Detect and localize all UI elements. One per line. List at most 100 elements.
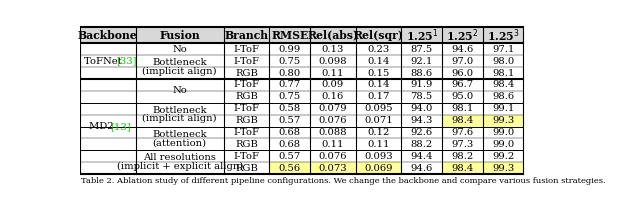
Text: 1.25$^3$: 1.25$^3$ [487, 27, 520, 43]
Text: Bottleneck: Bottleneck [152, 130, 207, 139]
Bar [356, 162, 401, 174]
Text: I-ToF: I-ToF [234, 57, 260, 66]
Text: All resolutions: All resolutions [143, 153, 216, 162]
Text: I-ToF: I-ToF [234, 104, 260, 113]
Text: 0.57: 0.57 [278, 116, 301, 125]
Text: (implicit align): (implicit align) [142, 67, 217, 76]
Text: 0.14: 0.14 [367, 57, 390, 66]
Text: 99.2: 99.2 [492, 152, 514, 161]
Text: 97.3: 97.3 [451, 140, 474, 149]
Text: 98.4: 98.4 [451, 116, 474, 125]
Text: 0.75: 0.75 [278, 57, 301, 66]
Text: 0.11: 0.11 [322, 68, 344, 78]
Text: 0.56: 0.56 [279, 163, 301, 173]
Bar [442, 162, 483, 174]
Text: 95.0: 95.0 [451, 92, 474, 101]
Text: 0.09: 0.09 [322, 80, 344, 89]
Text: 0.098: 0.098 [319, 57, 348, 66]
Text: ToFNet: ToFNet [84, 57, 125, 66]
Text: 98.2: 98.2 [451, 152, 474, 161]
Text: 98.1: 98.1 [451, 104, 474, 113]
Text: 0.68: 0.68 [279, 140, 301, 149]
Text: MD2: MD2 [89, 122, 116, 131]
Text: 0.12: 0.12 [367, 128, 390, 137]
Bar [442, 115, 483, 127]
Text: 91.9: 91.9 [410, 80, 433, 89]
Text: Backbone: Backbone [78, 30, 138, 41]
Text: 98.1: 98.1 [492, 68, 515, 78]
Text: 96.7: 96.7 [451, 80, 474, 89]
Text: I-ToF: I-ToF [234, 80, 260, 89]
Text: 97.1: 97.1 [492, 45, 515, 54]
Text: 94.4: 94.4 [410, 152, 433, 161]
Text: 98.0: 98.0 [492, 57, 514, 66]
Text: 87.5: 87.5 [411, 45, 433, 54]
Text: 99.0: 99.0 [492, 140, 514, 149]
Text: [13]: [13] [111, 122, 131, 131]
Text: RGB: RGB [236, 92, 258, 101]
Text: 92.1: 92.1 [410, 57, 433, 66]
Text: 96.0: 96.0 [451, 68, 474, 78]
Text: I-ToF: I-ToF [234, 45, 260, 54]
Bar [80, 27, 524, 43]
Text: [33]: [33] [116, 57, 136, 66]
Text: 99.3: 99.3 [492, 163, 514, 173]
Text: (attention): (attention) [152, 138, 207, 147]
Text: RMSE: RMSE [271, 30, 308, 41]
Text: Bottleneck: Bottleneck [152, 106, 207, 115]
Text: 88.6: 88.6 [411, 68, 433, 78]
Text: 0.80: 0.80 [278, 68, 301, 78]
Text: 98.4: 98.4 [451, 163, 474, 173]
Text: Rel(abs): Rel(abs) [307, 30, 358, 41]
Text: 0.75: 0.75 [278, 92, 301, 101]
Text: RGB: RGB [236, 140, 258, 149]
Text: 94.3: 94.3 [410, 116, 433, 125]
Text: Branch: Branch [225, 30, 269, 41]
Text: No: No [172, 86, 187, 95]
Text: 92.6: 92.6 [411, 128, 433, 137]
Text: 88.2: 88.2 [411, 140, 433, 149]
Text: 0.68: 0.68 [279, 128, 301, 137]
Text: 0.23: 0.23 [367, 45, 390, 54]
Text: 0.57: 0.57 [278, 152, 301, 161]
Text: RGB: RGB [236, 116, 258, 125]
Text: 99.0: 99.0 [492, 128, 514, 137]
Text: 1.25$^2$: 1.25$^2$ [446, 27, 479, 43]
Text: 0.11: 0.11 [367, 140, 390, 149]
Text: 0.071: 0.071 [364, 116, 393, 125]
Text: 99.1: 99.1 [492, 104, 515, 113]
Text: 0.15: 0.15 [367, 68, 390, 78]
Bar [483, 162, 524, 174]
Text: 94.0: 94.0 [410, 104, 433, 113]
Text: No: No [172, 45, 187, 54]
Text: Rel(sqr): Rel(sqr) [353, 30, 404, 41]
Text: (implicit + explicit align): (implicit + explicit align) [116, 162, 243, 171]
Text: 0.99: 0.99 [278, 45, 301, 54]
Text: 0.14: 0.14 [367, 80, 390, 89]
Text: RGB: RGB [236, 163, 258, 173]
Text: 0.076: 0.076 [319, 152, 348, 161]
Text: 0.076: 0.076 [319, 116, 348, 125]
Text: 0.16: 0.16 [322, 92, 344, 101]
Text: 94.6: 94.6 [411, 163, 433, 173]
Bar [310, 162, 356, 174]
Text: 94.6: 94.6 [451, 45, 474, 54]
Text: Bottleneck: Bottleneck [152, 58, 207, 67]
Text: 98.4: 98.4 [492, 80, 515, 89]
Text: 0.13: 0.13 [322, 45, 344, 54]
Text: 98.6: 98.6 [492, 92, 514, 101]
Text: 0.079: 0.079 [319, 104, 348, 113]
Text: 0.088: 0.088 [319, 128, 348, 137]
Text: 0.073: 0.073 [319, 163, 348, 173]
Text: 97.6: 97.6 [451, 128, 474, 137]
Text: 0.069: 0.069 [364, 163, 393, 173]
Text: 99.3: 99.3 [492, 116, 514, 125]
Text: I-ToF: I-ToF [234, 152, 260, 161]
Text: 0.17: 0.17 [367, 92, 390, 101]
Text: 0.095: 0.095 [364, 104, 393, 113]
Text: 1.25$^1$: 1.25$^1$ [406, 27, 438, 43]
Text: 97.0: 97.0 [451, 57, 474, 66]
Bar [483, 115, 524, 127]
Text: 0.77: 0.77 [278, 80, 301, 89]
Text: 0.58: 0.58 [278, 104, 301, 113]
